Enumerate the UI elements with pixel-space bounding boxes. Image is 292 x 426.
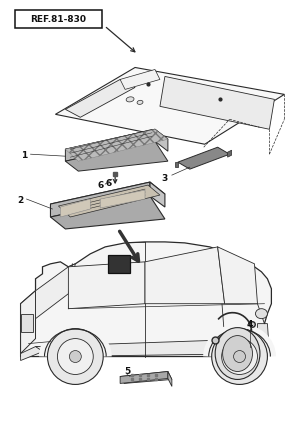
Polygon shape: [155, 130, 168, 152]
Text: REF.81-830: REF.81-830: [30, 15, 86, 24]
Polygon shape: [60, 199, 90, 218]
Ellipse shape: [215, 328, 260, 380]
Bar: [21, 314, 32, 332]
Circle shape: [58, 339, 93, 374]
Polygon shape: [258, 324, 270, 357]
Text: 3: 3: [162, 173, 168, 182]
Text: 6: 6: [97, 180, 103, 189]
Text: 4: 4: [246, 320, 253, 328]
Polygon shape: [120, 371, 168, 383]
Polygon shape: [100, 190, 145, 208]
Polygon shape: [65, 130, 155, 162]
Polygon shape: [58, 186, 160, 218]
Polygon shape: [21, 347, 51, 361]
Polygon shape: [120, 371, 172, 383]
Bar: [108, 255, 130, 273]
Polygon shape: [175, 163, 178, 168]
Circle shape: [69, 351, 81, 363]
Polygon shape: [150, 183, 165, 207]
Circle shape: [222, 339, 258, 374]
Polygon shape: [51, 183, 165, 218]
Polygon shape: [65, 142, 168, 172]
Polygon shape: [65, 130, 168, 162]
Polygon shape: [55, 68, 284, 145]
Bar: [15, 11, 102, 29]
Polygon shape: [65, 130, 168, 162]
Polygon shape: [145, 248, 225, 304]
Ellipse shape: [256, 309, 267, 319]
Circle shape: [234, 351, 246, 363]
Circle shape: [212, 329, 267, 385]
Text: 1: 1: [21, 150, 28, 159]
Polygon shape: [168, 371, 172, 386]
Ellipse shape: [126, 98, 134, 103]
Text: 6: 6: [105, 178, 111, 187]
Polygon shape: [21, 291, 36, 354]
Polygon shape: [36, 264, 75, 319]
Polygon shape: [21, 242, 271, 357]
Polygon shape: [36, 339, 267, 357]
Polygon shape: [120, 70, 160, 90]
Polygon shape: [160, 77, 274, 130]
Polygon shape: [65, 80, 135, 118]
Polygon shape: [68, 262, 145, 309]
Polygon shape: [227, 151, 232, 158]
Circle shape: [48, 329, 103, 385]
Ellipse shape: [137, 101, 143, 105]
Polygon shape: [178, 148, 230, 170]
Polygon shape: [51, 183, 150, 218]
Text: 5: 5: [124, 366, 130, 375]
Polygon shape: [218, 248, 258, 304]
Ellipse shape: [223, 336, 253, 371]
Text: 2: 2: [18, 195, 24, 204]
Polygon shape: [51, 196, 165, 230]
